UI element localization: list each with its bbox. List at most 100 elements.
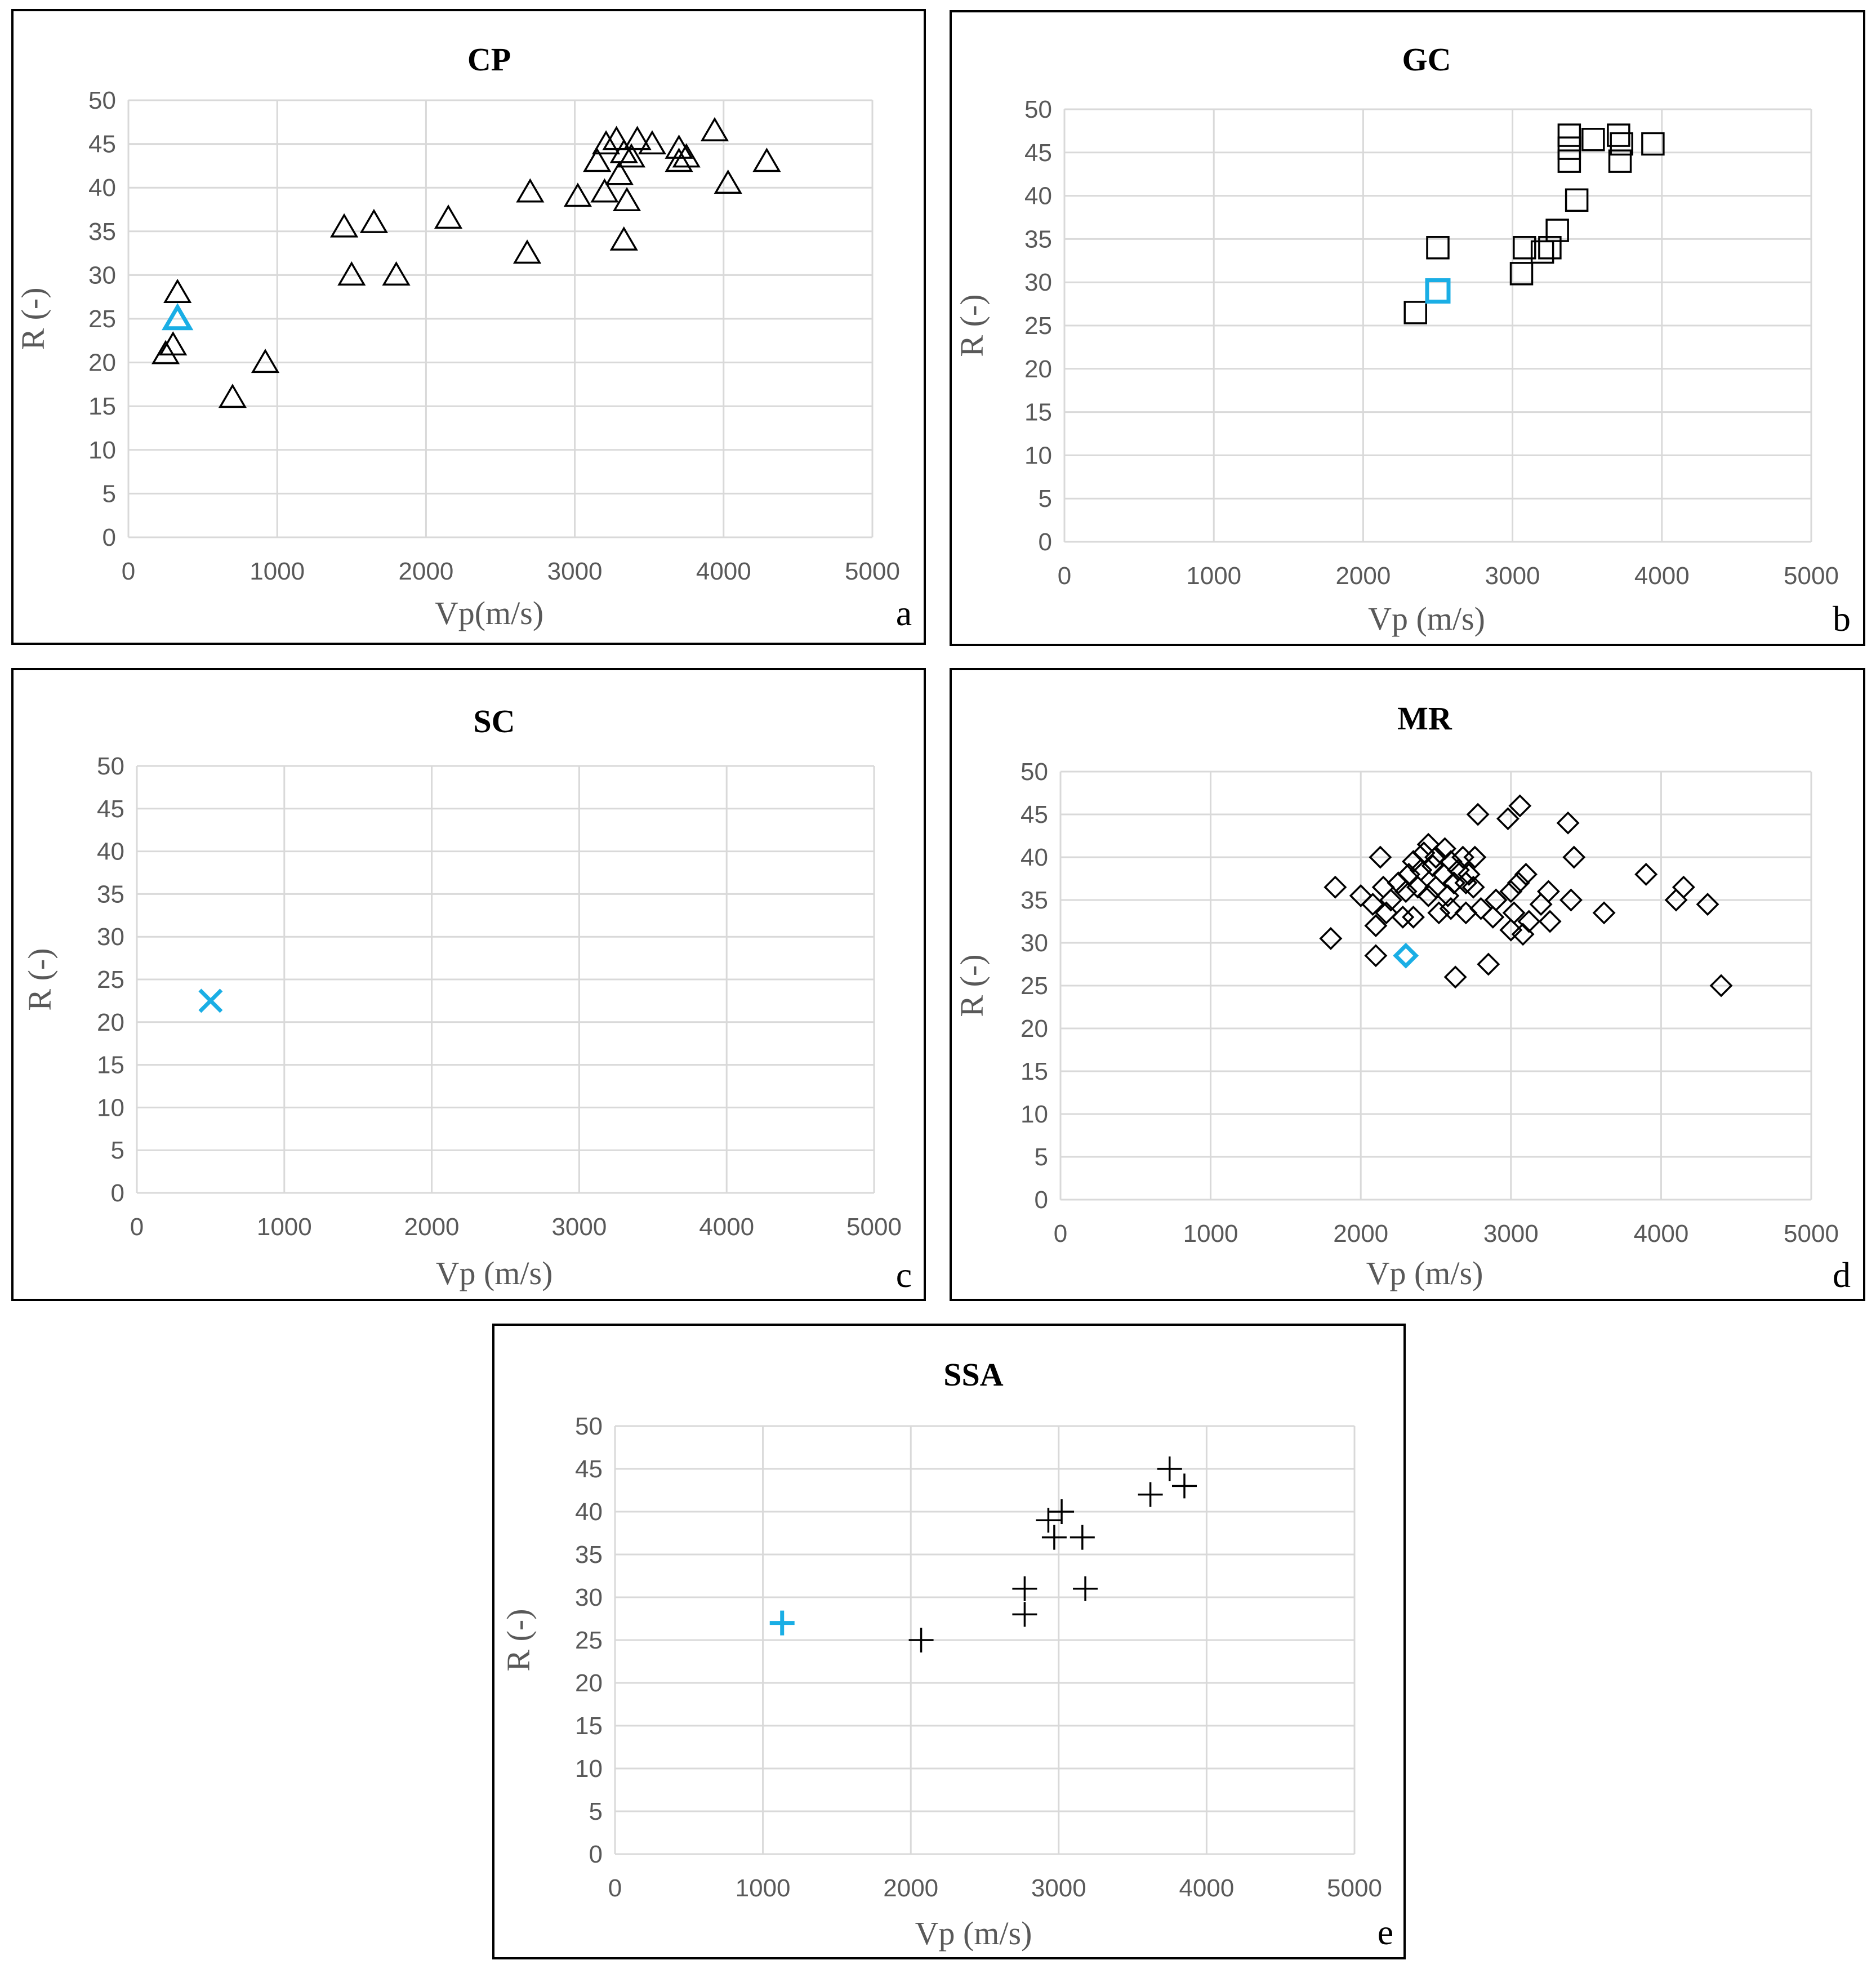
y-tick-label: 15	[97, 1052, 124, 1079]
y-tick-label: 25	[1024, 312, 1052, 340]
y-tick-label: 5	[589, 1798, 603, 1825]
y-tick-label: 45	[1024, 139, 1052, 167]
y-tick-label: 45	[88, 131, 116, 158]
y-tick-label: 0	[1039, 528, 1052, 556]
data-point	[1557, 149, 1581, 173]
data-point	[1513, 236, 1536, 260]
data-point	[251, 349, 280, 373]
y-tick-label: 35	[97, 880, 124, 908]
x-tick-label: 5000	[1327, 1874, 1382, 1902]
y-tick-label: 40	[97, 838, 124, 866]
data-point	[1499, 880, 1523, 903]
panel-letter: c	[896, 1255, 912, 1295]
x-tick-label: 3000	[1485, 562, 1540, 590]
y-axis-label: R (-)	[15, 287, 51, 350]
chart-title: CP	[467, 41, 511, 78]
data-point	[1709, 974, 1733, 997]
y-tick-label: 25	[88, 305, 116, 333]
highlight-point	[1425, 278, 1451, 304]
data-point	[1608, 149, 1632, 173]
data-point	[1036, 1508, 1061, 1533]
y-tick-label: 20	[1021, 1015, 1048, 1043]
y-tick-label: 35	[575, 1541, 603, 1569]
x-axis-label: Vp (m/s)	[1366, 1255, 1483, 1291]
x-tick-label: 1000	[257, 1213, 312, 1241]
data-point	[672, 143, 701, 168]
data-point	[1536, 880, 1560, 903]
x-axis-label: Vp(m/s)	[435, 595, 543, 631]
chart-title: MR	[1397, 700, 1452, 737]
x-tick-label: 4000	[1634, 562, 1690, 590]
data-point	[752, 148, 781, 172]
data-point	[1457, 862, 1481, 886]
data-point	[1538, 236, 1562, 260]
y-tick-label: 50	[575, 1413, 603, 1440]
data-point	[1426, 236, 1450, 260]
panel-ssa: 0 5 10 15 20 25 30 35 40 45 50 0 1000 2000 3000 4000 500…	[492, 1324, 1406, 1959]
data-point	[1406, 875, 1429, 899]
panel-sc: 0 5 10 15 20 25 30 35 40 45 50 0 1000 2000 3000 4000 500…	[11, 668, 926, 1301]
x-tick-label: 5000	[1784, 1220, 1839, 1248]
data-point	[700, 117, 729, 141]
data-point	[1696, 893, 1719, 916]
y-tick-label: 50	[88, 87, 116, 114]
chart-title: GC	[1402, 41, 1451, 78]
panel-letter: e	[1378, 1912, 1393, 1952]
y-tick-label: 0	[111, 1179, 124, 1207]
x-tick-label: 2000	[404, 1213, 460, 1241]
x-tick-label: 5000	[1784, 562, 1839, 590]
data-point	[612, 187, 641, 212]
panel-letter: a	[896, 593, 912, 633]
y-tick-label: 30	[88, 261, 116, 289]
data-point	[1361, 893, 1385, 916]
x-tick-label: 0	[130, 1213, 144, 1241]
y-tick-label: 15	[88, 393, 116, 420]
data-point	[609, 226, 638, 251]
data-point	[583, 148, 612, 172]
y-tick-label: 15	[1021, 1058, 1048, 1085]
x-tick-label: 1000	[736, 1874, 791, 1902]
data-point	[1443, 965, 1467, 989]
x-axis-label: Vp (m/s)	[1368, 600, 1485, 637]
x-tick-label: 0	[608, 1874, 622, 1902]
data-point	[1641, 132, 1665, 156]
data-point	[1562, 845, 1586, 869]
data-point	[1592, 901, 1616, 925]
data-point	[1581, 128, 1605, 152]
data-point	[1041, 1525, 1067, 1550]
data-point	[1557, 136, 1581, 160]
y-tick-label: 40	[88, 174, 116, 202]
data-point	[1469, 897, 1492, 920]
panel-gc: 0 5 10 15 20 25 30 35 40 45 50 0 1000 2000 3000 4000 500…	[950, 10, 1865, 646]
data-point	[1545, 219, 1569, 242]
data-point	[1556, 811, 1580, 835]
y-tick-label: 5	[1035, 1143, 1048, 1171]
y-tick-label: 30	[575, 1584, 603, 1611]
data-point	[382, 261, 411, 286]
panel-frame	[11, 668, 926, 1301]
data-point	[1049, 1499, 1075, 1524]
y-axis-label: R (-)	[953, 294, 990, 357]
y-tick-label: 0	[1035, 1186, 1048, 1214]
data-point	[1607, 123, 1630, 147]
x-tick-label: 0	[1054, 1220, 1067, 1248]
y-tick-label: 20	[1024, 355, 1052, 383]
highlight-point	[769, 1610, 795, 1636]
panel-cp: 0 5 10 15 20 25 30 35 40 45 50 0 1000 2000 3000 4000 500…	[11, 9, 926, 645]
x-tick-label: 5000	[845, 558, 900, 585]
data-point	[1530, 240, 1554, 264]
data-point	[1496, 807, 1519, 831]
y-tick-label: 15	[1024, 399, 1052, 426]
data-point	[1402, 905, 1425, 929]
data-point	[1517, 910, 1541, 933]
x-tick-label: 3000	[547, 558, 603, 585]
data-point	[1324, 875, 1347, 899]
y-tick-label: 40	[1024, 182, 1052, 210]
data-point	[1508, 794, 1532, 818]
data-point	[359, 208, 389, 233]
y-tick-label: 0	[589, 1841, 603, 1868]
data-point	[1433, 837, 1456, 861]
data-point	[623, 126, 652, 150]
data-point	[1012, 1576, 1037, 1601]
data-point	[602, 126, 631, 150]
